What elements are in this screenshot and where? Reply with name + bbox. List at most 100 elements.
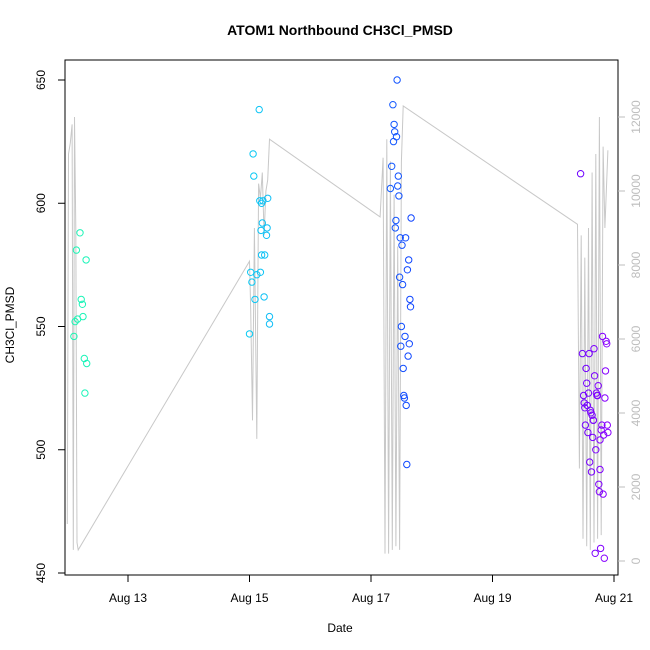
data-point — [402, 401, 410, 410]
data-point — [391, 128, 399, 136]
data-point — [603, 421, 611, 429]
data-point — [576, 170, 585, 178]
x-tick-label: Aug 19 — [473, 591, 511, 605]
y2-tick-label: 8000 — [629, 251, 643, 278]
data-point — [581, 421, 590, 429]
data-point — [250, 172, 258, 180]
y-tick-label: 650 — [34, 70, 48, 90]
y2-tick-label: 10000 — [629, 174, 643, 208]
data-point — [394, 172, 402, 180]
data-point — [391, 224, 399, 232]
y2-tick-label: 0 — [629, 557, 643, 564]
data-point — [405, 256, 413, 264]
data-point — [78, 300, 87, 308]
y2-tick-label: 12000 — [629, 100, 643, 134]
data-point — [406, 303, 415, 311]
data-point — [598, 332, 607, 341]
data-point — [388, 162, 396, 171]
data-point — [403, 460, 411, 469]
y2-tick-label: 6000 — [629, 325, 643, 352]
data-point — [596, 465, 604, 474]
data-point — [263, 224, 271, 232]
data-point — [595, 480, 603, 488]
data-point — [394, 182, 402, 190]
data-point — [401, 234, 410, 242]
y-axis-label: CH3Cl_PMSD — [3, 286, 17, 363]
plot-box — [64, 59, 619, 576]
data-point — [82, 256, 90, 264]
data-point — [590, 345, 598, 353]
data-point — [248, 278, 256, 286]
data-point — [599, 490, 607, 498]
data-point — [265, 320, 274, 328]
data-point — [258, 219, 266, 227]
data-point — [603, 340, 611, 348]
data-point — [389, 101, 397, 109]
data-point — [71, 317, 79, 326]
data-point — [397, 322, 406, 331]
data-point — [395, 273, 404, 281]
data-point — [392, 133, 401, 141]
data-point — [591, 549, 599, 557]
data-point — [406, 295, 414, 304]
data-point — [584, 428, 592, 437]
data-point — [72, 246, 81, 254]
data-point — [393, 76, 401, 84]
data-point — [598, 421, 606, 429]
data-point — [386, 184, 395, 193]
data-point — [247, 268, 255, 276]
data-point — [595, 488, 604, 496]
data-point — [601, 394, 609, 402]
data-point — [261, 251, 269, 259]
data-point — [601, 367, 610, 375]
data-point — [399, 364, 407, 373]
data-point — [400, 394, 409, 402]
y2-tick-label: 4000 — [629, 399, 643, 426]
data-point — [600, 554, 608, 562]
y-tick-label: 500 — [34, 439, 48, 459]
data-point — [403, 266, 412, 274]
secondary-series — [66, 104, 609, 554]
data-point — [257, 226, 265, 235]
data-point — [260, 293, 268, 301]
y-axis: 450 500 550 600 650 — [34, 70, 65, 583]
data-point — [589, 433, 597, 442]
data-point — [245, 330, 254, 338]
y2-tick-label: 2000 — [629, 473, 643, 500]
data-point — [265, 312, 274, 321]
data-point — [256, 268, 265, 276]
secondary-line — [66, 104, 609, 554]
x-tick-label: Aug 17 — [352, 591, 390, 605]
data-point — [588, 411, 596, 419]
data-point — [262, 231, 271, 240]
data-point — [257, 251, 266, 259]
data-point — [81, 389, 89, 397]
data-point — [582, 364, 590, 373]
data-point — [592, 446, 600, 454]
x-tick-label: Aug 21 — [595, 591, 633, 605]
data-point — [398, 280, 407, 289]
x-tick-label: Aug 15 — [230, 591, 268, 605]
y-tick-label: 550 — [34, 316, 48, 336]
data-point — [401, 332, 409, 341]
y-tick-label: 600 — [34, 193, 48, 213]
data-point — [593, 391, 602, 400]
data-point — [583, 379, 591, 387]
x-axis-label: Date — [327, 621, 353, 635]
data-point — [76, 229, 84, 237]
data-point — [600, 431, 608, 439]
data-point — [255, 105, 263, 114]
data-point — [596, 544, 605, 553]
data-point — [77, 295, 85, 304]
data-point — [70, 332, 78, 341]
data-point — [407, 214, 415, 222]
data-point — [83, 359, 91, 368]
data-point — [589, 416, 597, 424]
x-axis: Aug 13 Aug 15 Aug 17 Aug 19 Aug 21 — [109, 575, 633, 605]
data-point — [594, 382, 602, 390]
data-point — [395, 192, 403, 200]
data-point — [587, 468, 596, 476]
data-point — [404, 352, 412, 360]
data-point — [586, 458, 594, 466]
